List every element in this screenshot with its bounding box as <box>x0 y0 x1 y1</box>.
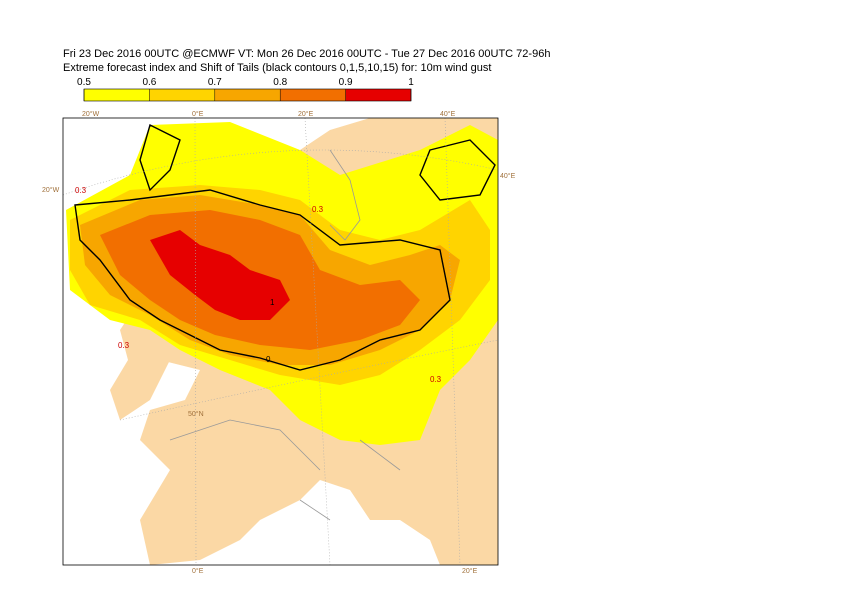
graticule-label: 0°E <box>192 110 204 118</box>
contour-label: 0.3 <box>118 341 130 350</box>
efi-0.9 <box>150 230 290 320</box>
colorbar-tick-label: 0.7 <box>208 77 222 88</box>
colorbar-segment <box>149 89 215 101</box>
contour-label: 0.3 <box>430 375 442 384</box>
sot-contour <box>74 123 496 371</box>
colorbar-segment <box>214 89 281 101</box>
colorbar-segment <box>280 89 346 101</box>
graticule-label: 40°E <box>500 172 516 180</box>
graticule-label: 50°N <box>188 410 204 418</box>
contour-label: 0.3 <box>75 186 87 195</box>
colorbar-tick-label: 0.5 <box>77 77 91 88</box>
map-frame <box>62 117 499 566</box>
colorbar-tick-label: 0.6 <box>142 77 156 88</box>
graticule <box>63 118 498 565</box>
coastlines <box>169 149 401 521</box>
map <box>63 118 498 565</box>
colorbar-segment <box>84 89 150 101</box>
contour-label: 0.3 <box>312 205 324 214</box>
colorbar-tick-label: 1 <box>408 77 414 88</box>
title-line-1: Fri 23 Dec 2016 00UTC @ECMWF VT: Mon 26 … <box>63 48 550 60</box>
graticule-label: 20°E <box>462 567 478 575</box>
contour-label: 1 <box>270 298 275 307</box>
graticule-label: 0°E <box>192 567 204 575</box>
contour-label: 0 <box>266 355 271 364</box>
graticule-label: 20°E <box>298 110 314 118</box>
colorbar: 0.5 0.6 0.7 0.8 0.9 1 <box>77 77 414 102</box>
colorbar-segment <box>345 89 411 101</box>
graticule-label: 20°W <box>42 186 60 194</box>
graticule-label: 40°E <box>440 110 456 118</box>
graticule-label: 20°W <box>82 110 100 118</box>
colorbar-tick-label: 0.9 <box>339 77 353 88</box>
colorbar-tick-label: 0.8 <box>273 77 287 88</box>
title-line-2: Extreme forecast index and Shift of Tail… <box>63 62 491 74</box>
